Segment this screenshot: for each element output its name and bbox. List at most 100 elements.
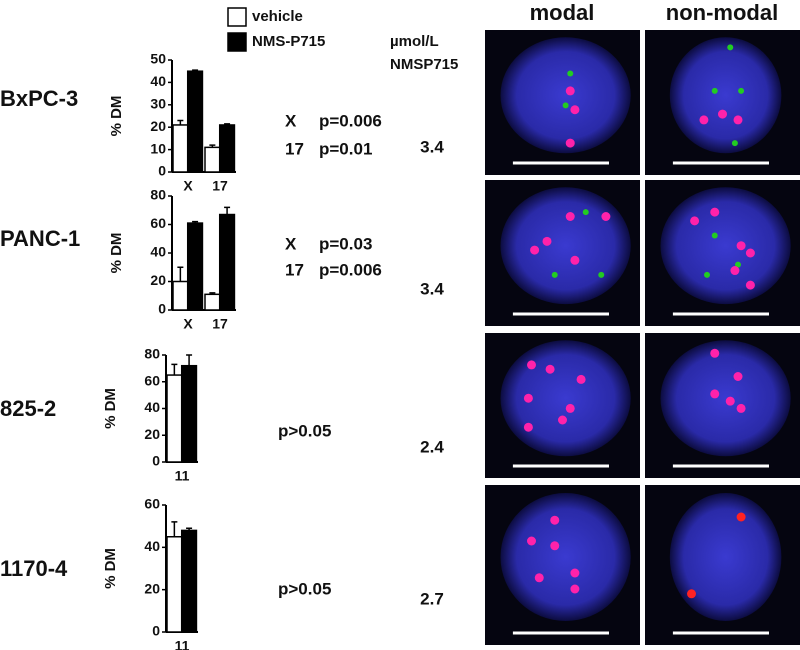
y-tick-label: 40 (144, 399, 160, 415)
fish-signal (565, 138, 575, 148)
fish-signal (745, 248, 755, 258)
bar (204, 293, 221, 311)
fish-signal (735, 261, 741, 268)
y-tick-label: 50 (150, 51, 166, 67)
fish-signal (733, 115, 743, 125)
fish-signal (710, 389, 720, 399)
fish-signal (710, 348, 720, 358)
y-tick-label: 0 (158, 163, 166, 179)
annotation: p=0.01 (319, 139, 372, 158)
y-tick-label: 40 (150, 73, 166, 89)
fish-signal (570, 568, 580, 578)
x-tick-label: 11 (175, 638, 190, 650)
fish-signal (711, 87, 718, 94)
y-tick-label: 20 (150, 118, 166, 134)
nucleus (669, 37, 782, 154)
fish-signal (710, 207, 720, 217)
fish-signal (690, 216, 700, 226)
fish-signal (733, 372, 743, 381)
fish-signal (567, 70, 574, 77)
dose: 3.4 (420, 137, 444, 156)
y-tick-label: 20 (144, 426, 160, 442)
bar (186, 222, 204, 311)
cell-line: 825-2 (0, 396, 56, 421)
fish-signal (731, 140, 738, 147)
fish-signal (545, 364, 555, 374)
nucleus (500, 340, 631, 457)
fish-signal (558, 415, 567, 425)
nucleus (660, 187, 791, 305)
error-bar (177, 119, 184, 125)
annotation-label: X (285, 234, 297, 253)
y-axis-label: % DM (108, 96, 125, 137)
bar (166, 374, 183, 463)
error-bar (192, 69, 199, 72)
x-tick-label: X (183, 316, 193, 332)
y-axis-label: % DM (102, 548, 119, 589)
y-tick-label: 20 (150, 272, 166, 288)
fish-signal (699, 115, 709, 125)
fish-signal (550, 541, 560, 551)
fish-signal (725, 396, 735, 406)
nucleus (500, 493, 631, 621)
error-bar (224, 123, 231, 125)
fish-signal (527, 360, 536, 370)
dose-drug: NMSP715 (390, 56, 458, 73)
nucleus (500, 187, 631, 305)
error-bar (192, 220, 199, 224)
column-header: modal (530, 0, 595, 25)
y-tick-label: 40 (144, 538, 160, 554)
dose: 3.4 (420, 279, 444, 298)
error-bar (186, 354, 193, 366)
fish-signal (523, 393, 533, 403)
fish-signal (534, 573, 544, 583)
cell-line: PANC-1 (0, 226, 80, 251)
fish-signal (542, 236, 552, 246)
fish-signal (736, 512, 746, 522)
x-tick-label: X (183, 178, 193, 194)
fish-signal (570, 584, 580, 594)
y-tick-label: 10 (150, 140, 166, 156)
fish-signal (730, 266, 740, 276)
fish-signal (551, 271, 558, 278)
y-tick-label: 0 (158, 301, 166, 317)
fish-signal (527, 536, 536, 546)
y-tick-label: 60 (144, 372, 160, 388)
legend-swatch (227, 32, 247, 52)
cell-line: BxPC-3 (0, 86, 78, 111)
fish-signal (565, 86, 575, 96)
bar (186, 70, 204, 173)
fish-signal (727, 44, 734, 51)
fish-signal (523, 422, 533, 432)
fish-signal (570, 255, 580, 265)
y-tick-label: 40 (150, 244, 166, 260)
fish-signal (550, 515, 560, 525)
y-axis-label: % DM (102, 388, 119, 429)
dose-unit: µmol/L (390, 33, 439, 50)
annotation: p=0.03 (319, 234, 372, 253)
y-tick-label: 80 (144, 346, 160, 362)
fish-signal (598, 271, 605, 278)
fish-signal (562, 102, 569, 109)
fish-signal (582, 209, 589, 216)
annotation-label: 17 (285, 260, 304, 279)
annotation: p=0.006 (319, 111, 382, 130)
annotation-label: 17 (285, 139, 304, 158)
error-bar (186, 527, 193, 531)
fish-signal (570, 105, 580, 115)
fish-signal (745, 280, 755, 290)
cell-line: 1170-4 (0, 556, 68, 581)
annotation-label: X (285, 111, 297, 130)
fish-signal (738, 87, 745, 94)
y-tick-label: 0 (152, 623, 160, 639)
error-bar (171, 363, 178, 376)
y-tick-label: 0 (152, 453, 160, 469)
annotation: p=0.006 (319, 260, 382, 279)
nucleus (500, 37, 631, 154)
fish-signal (704, 271, 710, 278)
bar (180, 364, 198, 463)
fish-signal (601, 212, 611, 221)
fish-signal (718, 109, 727, 119)
nucleus (660, 340, 791, 457)
